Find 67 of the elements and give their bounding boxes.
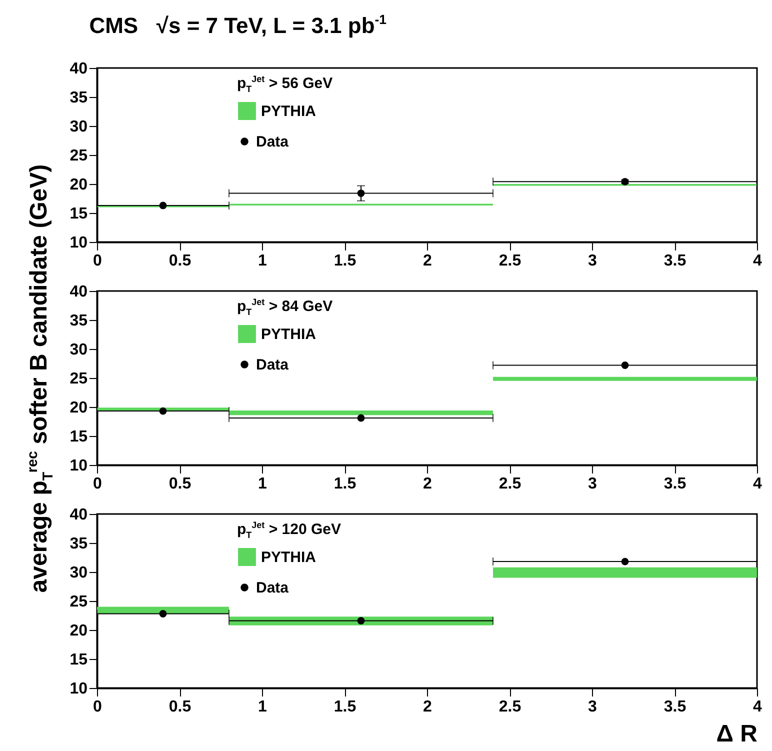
y-tick-label: 35: [70, 90, 88, 106]
legend-title: p$_{T}$$^{Jet}$ > 56 GeV: [237, 74, 333, 94]
x-tick-label: 1: [258, 698, 268, 716]
y-tick-label: 30: [70, 564, 88, 582]
y-tick-label: 35: [70, 312, 88, 330]
x-tick-label: 3.5: [664, 252, 686, 270]
x-tick-label: 2: [423, 698, 432, 716]
y-tick-label: 40: [70, 284, 88, 300]
x-tick-label: 0.5: [168, 476, 192, 492]
y-tick-label: 20: [70, 176, 88, 194]
y-tick-label: 35: [70, 536, 88, 552]
legend-title: p$_{T}$$^{Jet}$ > 120 GeV: [237, 520, 341, 540]
point: [159, 610, 167, 618]
x-tick-label: 1.5: [334, 476, 356, 492]
legend-label: PYTHIA: [261, 103, 316, 120]
y-tick-label: 30: [70, 342, 88, 358]
legend-title: p$_{T}$$^{Jet}$ > 84 GeV: [237, 297, 333, 317]
x-tick-label: 2.5: [498, 698, 522, 716]
point: [357, 617, 365, 624]
point: [357, 414, 365, 422]
x-tick-label: 1: [258, 476, 268, 492]
x-tick-label: 3: [588, 698, 598, 716]
point: [621, 362, 629, 369]
x-tick-label: 2.5: [498, 476, 522, 492]
x-tick-label: 4: [753, 698, 762, 716]
y-tick-label: 30: [70, 118, 88, 136]
x-tick-label: 0: [93, 698, 102, 716]
x-tick-label: 0.5: [168, 252, 192, 270]
y-tick-label: 20: [70, 622, 88, 640]
y-tick-label: 15: [70, 428, 88, 446]
legend-label: Data: [256, 134, 290, 150]
legend-label: Data: [256, 580, 290, 596]
x-tick-label: 3: [588, 252, 598, 270]
x-tick-label: 2.5: [498, 252, 522, 270]
x-tick-label: 0: [93, 252, 102, 270]
y-tick-label: 10: [70, 680, 88, 698]
y-tick-label: 25: [70, 594, 88, 610]
x-tick-label: 0: [93, 476, 102, 492]
point: [159, 407, 167, 415]
point: [159, 202, 167, 210]
point: [621, 558, 629, 566]
x-tick-label: 3: [588, 476, 598, 492]
y-tick-label: 25: [70, 370, 88, 388]
legend-label: PYTHIA: [261, 549, 316, 566]
y-tick-label: 15: [70, 206, 88, 222]
x-tick-label: 0.5: [168, 698, 192, 716]
y-tick-label: 15: [70, 652, 88, 668]
legend-label: Data: [256, 356, 290, 374]
chart-title: CMS √s = 7 TeV, L = 3.1 pb$^{-1}$: [89, 12, 386, 38]
x-tick-label: 2: [423, 252, 432, 270]
y-tick-label: 10: [70, 234, 88, 252]
x-tick-label: 1: [258, 252, 268, 270]
y-tick-label: 20: [70, 400, 88, 416]
x-tick-label: 3.5: [664, 698, 686, 716]
x-tick-label: 2: [423, 476, 432, 492]
x-tick-label: 4: [753, 252, 762, 270]
point: [357, 190, 365, 197]
x-tick-label: 4: [753, 476, 762, 492]
x-tick-label: 3.5: [664, 476, 686, 492]
y-tick-label: 25: [70, 148, 88, 164]
x-tick-label: 1.5: [334, 698, 356, 716]
y-tick-label: 10: [70, 458, 88, 474]
x-tick-label: 1.5: [334, 252, 356, 270]
legend-label: PYTHIA: [261, 326, 316, 343]
y-tick-label: 40: [70, 506, 88, 524]
y-tick-label: 40: [70, 60, 88, 78]
x-axis-title: Δ R: [716, 720, 758, 748]
